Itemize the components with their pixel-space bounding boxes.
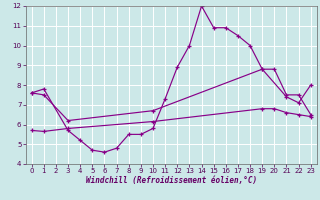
X-axis label: Windchill (Refroidissement éolien,°C): Windchill (Refroidissement éolien,°C) (86, 176, 257, 185)
